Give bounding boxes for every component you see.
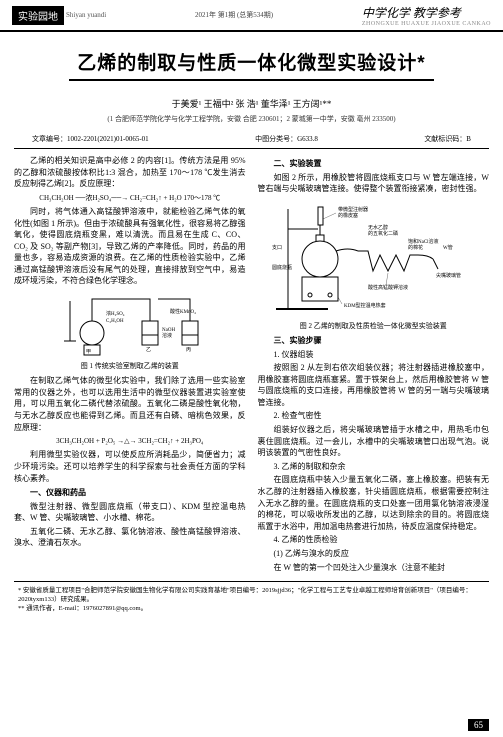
para: 乙烯的相关知识是高中必修 2 的内容[1]。传统方法是用 95% 的乙醇和浓硫酸… [14, 155, 246, 190]
section-badge-pinyin: Shiyan yuandi [66, 11, 106, 19]
svg-text:KDM型控温电热套: KDM型控温电热套 [344, 302, 386, 309]
svg-text:W管: W管 [443, 244, 453, 251]
para: 在制取乙烯气体的微型化实验中，我们除了选用一些实验室常用的仪器之外，也可以选用生… [14, 375, 246, 433]
svg-text:甲: 甲 [86, 349, 91, 355]
svg-text:饱和NaCl溶液: 饱和NaCl溶液 [408, 238, 439, 245]
svg-text:的棉花: 的棉花 [408, 244, 423, 251]
svg-text:支口: 支口 [272, 244, 282, 251]
step-sub-heading: (1) 乙烯与溴水的反应 [258, 548, 490, 560]
footnotes: * 安徽省质量工程项目"合肥师范学院安徽国生物化学有限公司实践育基地"项目编号：… [14, 581, 489, 617]
section-badge: 实验园地 [12, 6, 64, 25]
doc-code: 文献标识码：B [424, 134, 471, 144]
para: 微型注射器、微型圆底烧瓶（带支口）、KDM 型控温电热套、W 管、尖嘴玻璃管、小… [14, 501, 246, 524]
svg-text:溶液: 溶液 [162, 332, 172, 339]
journal-pinyin: ZHONGXUE HUAXUE JIAOXUE CANKAO [362, 21, 491, 27]
svg-text:无水乙醇: 无水乙醇 [368, 224, 388, 231]
para: 按照图 2 从左到右依次组装仪器；将注射器插进橡胶塞中，用橡胶塞将圆底烧瓶塞紧。… [258, 362, 490, 408]
page-header: 实验园地 Shiyan yuandi 2021年 第1期 (总第534期) 中学… [0, 0, 503, 32]
svg-text:的五氧化二磷: 的五氧化二磷 [368, 230, 398, 237]
article-title: 乙烯的制取与性质一体化微型实验设计* [69, 46, 433, 81]
section-heading-3: 三、实验步骤 [258, 335, 490, 347]
svg-text:带微型注射器: 带微型注射器 [338, 206, 368, 213]
left-column: 乙烯的相关知识是高中必修 2 的内容[1]。传统方法是用 95% 的乙醇和浓硫酸… [14, 155, 246, 575]
footnote-2: ** 通讯作者，E-mail：1976027891@qq.com。 [18, 604, 485, 613]
para: 利用微型实验仪器，可以使反应所消耗品少，简便省力；减少环境污染。还可以培养学生的… [14, 449, 246, 484]
figure-1: 浓H₂SO₄ C₂H₅OH 甲 NaOH 溶液 乙 酸性KMnO₄ 丙 图 1 … [14, 291, 246, 371]
svg-text:NaOH: NaOH [162, 328, 175, 333]
svg-text:乙: 乙 [146, 346, 151, 353]
svg-text:尖嘴玻璃管: 尖嘴玻璃管 [436, 272, 461, 279]
svg-text:浓H₂SO₄: 浓H₂SO₄ [106, 310, 125, 317]
para: 在圆底烧瓶中装入少量五氧化二磷，塞上橡胶塞。把装有无水乙醇的注射器插入橡胶塞，针… [258, 474, 490, 532]
footnote-1: * 安徽省质量工程项目"合肥师范学院安徽国生物化学有限公司实践育基地"项目编号：… [18, 586, 485, 604]
section-heading-2: 二、实验装置 [258, 158, 490, 170]
svg-text:酸性KMnO₄: 酸性KMnO₄ [170, 308, 196, 315]
svg-text:的橡皮塞: 的橡皮塞 [338, 212, 358, 219]
clc-number: 中图分类号：G633.8 [255, 134, 318, 144]
figure-1-caption: 图 1 传统实验室制取乙烯的装置 [14, 361, 246, 371]
equation-2: 3CH₃CH₂OH + P₂O₅ →△→ 3CH₂=CH₂↑ + 2H₃PO₄ [14, 436, 246, 446]
journal-title-block: 中学化学 教学参考 ZHONGXUE HUAXUE JIAOXUE CANKAO [362, 4, 491, 27]
svg-text:酸性高锰酸钾溶液: 酸性高锰酸钾溶液 [368, 284, 408, 291]
svg-text:丙: 丙 [186, 347, 191, 353]
article-number: 文章编号：1002-2201(2021)01-0065-01 [32, 134, 149, 144]
section-heading-1: 一、仪器和药品 [14, 487, 246, 499]
title-section: 乙烯的制取与性质一体化微型实验设计* [0, 32, 503, 91]
journal-title: 中学化学 教学参考 [362, 4, 491, 21]
figure-2: 带微型注射器 的橡皮塞 无水乙醇 的五氧化二磷 饱和NaCl溶液 的棉花 W管 … [258, 199, 490, 331]
right-column: 二、实验装置 如图 2 所示，用橡胶管将圆底烧瓶支口与 W 管左端连接，W 管右… [258, 155, 490, 575]
step-heading: 1. 仪器组装 [258, 349, 490, 361]
authors: 于美爱¹ 王福中² 张 浩¹ 董华泽¹ 王方阔¹** [0, 97, 503, 110]
issue-info: 2021年 第1期 (总第534期) [106, 10, 362, 20]
step-heading: 4. 乙烯的性质检验 [258, 534, 490, 546]
step-heading: 2. 检查气密性 [258, 410, 490, 422]
step-heading: 3. 乙烯的制取和杂余 [258, 461, 490, 473]
para: 在 W 管的第一个凹处注入少量溴水（注意不能封 [258, 562, 490, 574]
svg-text:圆底烧瓶: 圆底烧瓶 [272, 264, 292, 271]
meta-row: 文章编号：1002-2201(2021)01-0065-01 中图分类号：G63… [14, 128, 489, 149]
svg-text:C₂H₅OH: C₂H₅OH [106, 319, 124, 324]
page-number: 65 [468, 719, 489, 731]
para: 五氧化二磷、无水乙醇、氯化钠溶液、酸性高锰酸钾溶液、溴水、澄清石灰水。 [14, 526, 246, 549]
equation-1: CH₃CH₂OH ──浓H₂SO₄──→ CH₂=CH₂↑ + H₂O 170～… [14, 193, 246, 203]
para: 同时，将气体通入高锰酸钾溶液中，就能检验乙烯气体的氧化性(如图 1 所示)。但由… [14, 206, 246, 287]
body-columns: 乙烯的相关知识是高中必修 2 的内容[1]。传统方法是用 95% 的乙醇和浓硫酸… [0, 149, 503, 581]
affiliation: (1 合肥师范学院化学与化学工程学院，安徽 合肥 230601；2 蒙城第一中学… [0, 114, 503, 124]
figure-2-caption: 图 2 乙烯的制取及性质检验一体化微型实验装置 [258, 321, 490, 331]
para: 如图 2 所示，用橡胶管将圆底烧瓶支口与 W 管左端连接，W 管右端与尖嘴玻璃管… [258, 172, 490, 195]
para: 组装好仪器之后，将尖嘴玻璃管插于水槽之中，用热毛巾包裹住圆底烧瓶。过一会儿，水槽… [258, 424, 490, 459]
